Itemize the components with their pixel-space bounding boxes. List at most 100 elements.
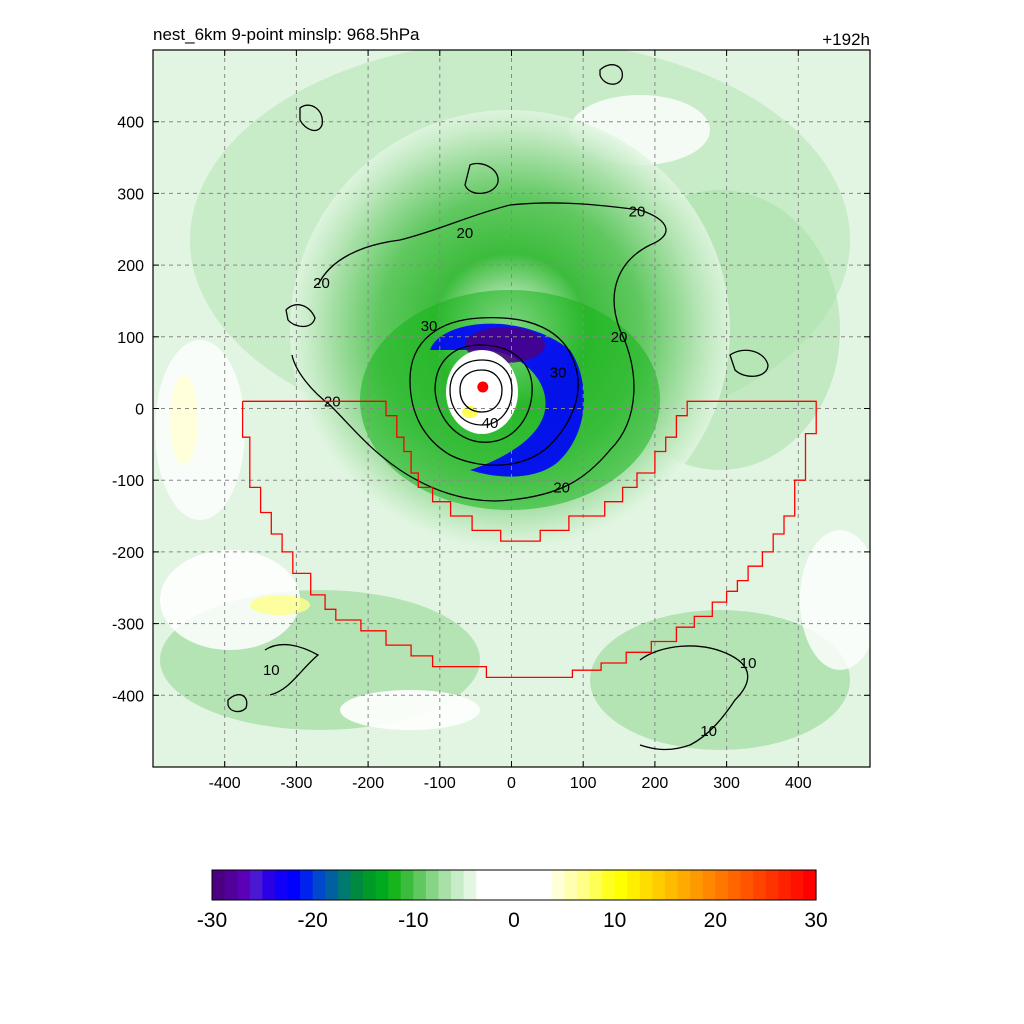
storm-center-marker bbox=[477, 381, 489, 393]
colorbar-swatch bbox=[627, 870, 641, 900]
contour-small-6 bbox=[227, 694, 248, 713]
colorbar-swatch bbox=[337, 870, 352, 900]
colorbar-swatch bbox=[753, 870, 767, 900]
colorbar-swatch bbox=[526, 870, 540, 900]
x-tick-label: 0 bbox=[507, 775, 516, 792]
y-axis: -400 -300 -200 -100 0 100 200 300 400 bbox=[112, 115, 870, 705]
colorbar-tick-label: 10 bbox=[603, 909, 626, 932]
contour-small-3 bbox=[299, 104, 323, 132]
colorbar-swatch bbox=[224, 870, 238, 900]
colorbar-swatch bbox=[665, 870, 679, 900]
contour-label: 10 bbox=[740, 655, 757, 672]
colorbar-swatch bbox=[602, 870, 616, 900]
colorbar-swatch bbox=[614, 870, 628, 900]
chart-title: nest_6km 9-point minslp: 968.5hPa bbox=[153, 25, 420, 44]
y-tick-label: -300 bbox=[112, 617, 144, 634]
contour-small-2 bbox=[729, 349, 769, 377]
colorbar-swatch bbox=[551, 870, 565, 900]
contour-label: 20 bbox=[313, 275, 330, 292]
colorbar-swatch bbox=[400, 870, 414, 900]
colorbar-swatch bbox=[765, 870, 779, 900]
region-outline bbox=[241, 400, 817, 679]
colorbar-swatch bbox=[576, 870, 591, 900]
colorbar-tick-label: 0 bbox=[508, 909, 520, 932]
colorbar-swatch bbox=[514, 870, 528, 900]
forecast-hour-label: +192h bbox=[822, 30, 870, 49]
colorbar-swatch bbox=[375, 870, 389, 900]
colorbar-swatch bbox=[690, 870, 704, 900]
colorbar-swatch bbox=[350, 870, 364, 900]
x-tick-label: -300 bbox=[280, 775, 312, 792]
colorbar-swatch bbox=[539, 870, 553, 900]
contour-label: 30 bbox=[550, 365, 567, 382]
x-axis: -400 -300 -200 -100 0 100 200 300 400 bbox=[209, 50, 812, 792]
colorbar-swatch bbox=[488, 870, 503, 900]
x-tick-label: 300 bbox=[713, 775, 740, 792]
contour-small-5 bbox=[285, 304, 316, 328]
colorbar-tick-label: -10 bbox=[398, 909, 428, 932]
colorbar-swatch bbox=[778, 870, 792, 900]
contour-label: 10 bbox=[263, 662, 280, 679]
y-tick-label: -200 bbox=[112, 545, 144, 562]
colorbar-swatch bbox=[300, 870, 314, 900]
colorbar: -30 -20 -10 0 10 20 30 bbox=[197, 869, 828, 932]
contour-label: 20 bbox=[553, 479, 570, 496]
contour-10-se bbox=[639, 645, 749, 751]
colorbar-tick-label: 20 bbox=[704, 909, 727, 932]
y-tick-label: 400 bbox=[117, 115, 144, 132]
colorbar-swatch bbox=[388, 870, 402, 900]
colorbar-swatch bbox=[715, 870, 729, 900]
contour-10-sw bbox=[264, 643, 320, 696]
colorbar-swatch bbox=[363, 870, 377, 900]
colorbar-swatch bbox=[325, 870, 339, 900]
contour-label: 20 bbox=[629, 203, 646, 220]
contour-label: 10 bbox=[700, 723, 717, 740]
contour-label: 40 bbox=[482, 415, 499, 432]
colorbar-swatch bbox=[212, 870, 226, 900]
y-tick-label: 100 bbox=[117, 330, 144, 347]
x-tick-label: 400 bbox=[785, 775, 812, 792]
colorbar-swatch bbox=[652, 870, 666, 900]
x-tick-label: 100 bbox=[570, 775, 597, 792]
colorbar-swatch bbox=[438, 870, 452, 900]
colorbar-tick-label: 30 bbox=[804, 909, 827, 932]
colorbar-swatch bbox=[287, 870, 301, 900]
colorbar-swatch bbox=[476, 870, 490, 900]
colorbar-swatch bbox=[564, 870, 578, 900]
colorbar-swatch bbox=[463, 870, 477, 900]
y-tick-label: -400 bbox=[112, 688, 144, 705]
contour-label: 30 bbox=[421, 318, 438, 335]
y-tick-label: 0 bbox=[135, 402, 144, 419]
contour-40 bbox=[434, 344, 533, 443]
y-tick-label: 200 bbox=[117, 258, 144, 275]
y-tick-label: 300 bbox=[117, 186, 144, 203]
colorbar-swatch bbox=[425, 870, 440, 900]
contour-small-1 bbox=[464, 162, 499, 194]
y-tick-label: -100 bbox=[112, 473, 144, 490]
colorbar-swatch bbox=[237, 870, 251, 900]
colorbar-swatch bbox=[274, 870, 289, 900]
contour-inner-2 bbox=[459, 369, 503, 413]
colorbar-swatch bbox=[501, 870, 515, 900]
colorbar-swatch bbox=[639, 870, 654, 900]
colorbar-swatch bbox=[790, 870, 805, 900]
colorbar-tick-label: -20 bbox=[297, 909, 327, 932]
colorbar-frame bbox=[211, 869, 817, 901]
x-tick-label: -400 bbox=[209, 775, 241, 792]
x-tick-label: 200 bbox=[642, 775, 669, 792]
colorbar-swatch bbox=[727, 870, 742, 900]
colorbar-swatch bbox=[803, 870, 817, 900]
colorbar-swatch bbox=[589, 870, 603, 900]
contour-small-4 bbox=[599, 64, 623, 85]
contour-inner-1 bbox=[449, 359, 513, 426]
shaded-field bbox=[153, 50, 870, 767]
contour-30 bbox=[409, 316, 579, 466]
x-tick-label: -200 bbox=[352, 775, 384, 792]
colorbar-swatch bbox=[702, 870, 716, 900]
colorbar-swatch bbox=[249, 870, 263, 900]
colorbar-swatch bbox=[262, 870, 276, 900]
colorbar-swatch bbox=[413, 870, 427, 900]
